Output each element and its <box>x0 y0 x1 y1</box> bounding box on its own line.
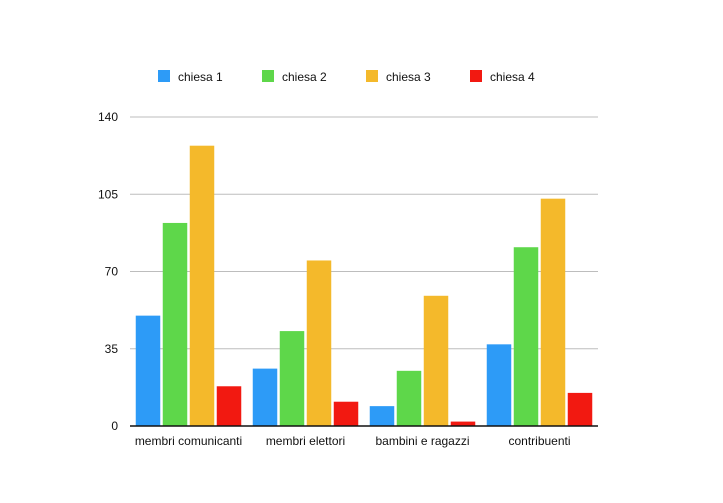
bar-chiesa-3-membri-comunicanti <box>189 145 215 426</box>
y-tick-label: 70 <box>105 265 119 279</box>
x-tick-label: membri comunicanti <box>135 434 242 448</box>
legend: chiesa 1 chiesa 2 chiesa 3 chiesa 4 <box>158 70 535 84</box>
bar-chiesa-4-membri-elettori <box>333 401 359 426</box>
bars <box>135 145 593 426</box>
bar-chiesa-1-contribuenti <box>486 344 512 426</box>
legend-label: chiesa 4 <box>490 70 535 84</box>
legend-label: chiesa 2 <box>282 70 327 84</box>
x-tick-label: bambini e ragazzi <box>375 434 469 448</box>
x-tick-label: membri elettori <box>266 434 345 448</box>
bar-chiesa-1-membri-elettori <box>252 368 278 426</box>
bar-chiesa-4-bambini-e-ragazzi <box>450 421 476 426</box>
bar-chiesa-2-membri-comunicanti <box>162 222 188 426</box>
bar-chiesa-2-bambini-e-ragazzi <box>396 370 422 426</box>
bar-chiesa-2-contribuenti <box>513 247 539 426</box>
bar-chiesa-3-contribuenti <box>540 198 566 426</box>
x-tick-label: contribuenti <box>508 434 570 448</box>
bar-chiesa-4-contribuenti <box>567 392 593 426</box>
y-tick-label: 35 <box>105 342 119 356</box>
bar-chiesa-2-membri-elettori <box>279 331 305 426</box>
legend-swatch <box>262 70 274 82</box>
bar-chiesa-1-membri-comunicanti <box>135 315 161 426</box>
legend-label: chiesa 1 <box>178 70 223 84</box>
y-tick-label: 105 <box>98 187 118 201</box>
x-axis: membri comunicanti membri elettori bambini… <box>130 425 598 448</box>
bar-chiesa-1-bambini-e-ragazzi <box>369 406 395 426</box>
legend-swatch <box>470 70 482 82</box>
bar-chiesa-3-membri-elettori <box>306 260 332 426</box>
y-axis: 0 35 70 105 140 <box>98 110 118 433</box>
bar-chiesa-4-membri-comunicanti <box>216 386 242 426</box>
y-tick-label: 140 <box>98 110 118 124</box>
legend-swatch <box>158 70 170 82</box>
bar-chiesa-3-bambini-e-ragazzi <box>423 295 449 426</box>
legend-swatch <box>366 70 378 82</box>
legend-label: chiesa 3 <box>386 70 431 84</box>
y-tick-label: 0 <box>111 419 118 433</box>
